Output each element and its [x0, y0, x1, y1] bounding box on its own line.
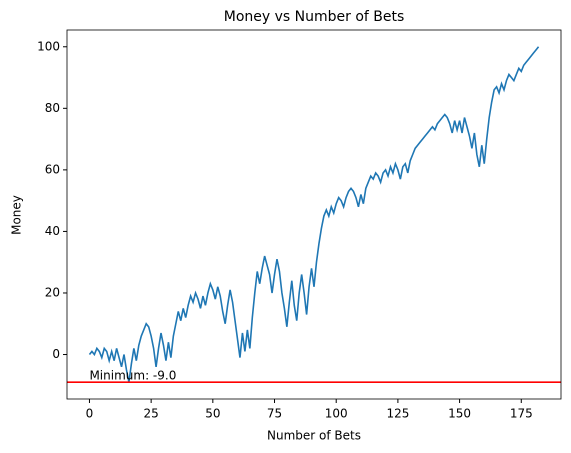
plot-frame	[66, 29, 562, 400]
line-series	[88, 46, 540, 383]
y-tick-label: 100	[37, 39, 60, 53]
x-tick-label: 175	[510, 407, 533, 421]
y-tick-label: 40	[45, 224, 60, 238]
chart-title: Money vs Number of Bets	[224, 9, 405, 25]
y-tick-label: 60	[45, 162, 60, 176]
x-tick-label: 50	[205, 407, 220, 421]
x-tick-label: 25	[144, 407, 159, 421]
x-tick-label: 100	[325, 407, 348, 421]
y-tick-label: 80	[45, 101, 60, 115]
x-axis-label: Number of Bets	[267, 429, 361, 443]
minimum-annotation: Minimum: -9.0	[89, 369, 176, 383]
x-tick-label: 75	[267, 407, 282, 421]
y-tick-label: 0	[52, 347, 60, 361]
x-tick-label: 125	[386, 407, 409, 421]
x-tick-label: 150	[448, 407, 471, 421]
y-axis-label: Money	[10, 195, 24, 235]
y-tick-label: 20	[45, 285, 60, 299]
x-tick-label: 0	[86, 407, 94, 421]
